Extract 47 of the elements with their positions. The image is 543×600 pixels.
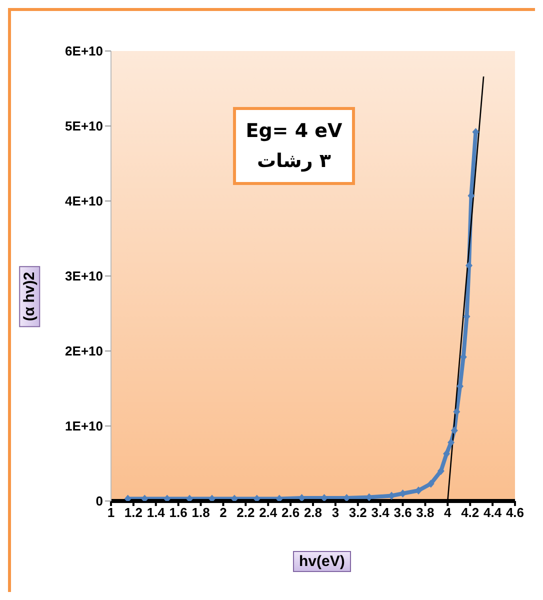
x-tick-label: 4.2 bbox=[461, 505, 480, 520]
x-tick-label: 4 bbox=[444, 505, 452, 520]
y-tick-label: 5E+10 bbox=[65, 118, 103, 134]
point bbox=[186, 494, 194, 501]
x-tick-label: 2.6 bbox=[282, 505, 300, 520]
y-tick-label: 2E+10 bbox=[65, 344, 103, 359]
annotation: Eg= 4 eV bbox=[244, 119, 344, 144]
point bbox=[298, 494, 306, 501]
y-tick-label: 4E+10 bbox=[65, 194, 103, 209]
point bbox=[448, 438, 455, 446]
x-axis-title: hv(eV) bbox=[293, 551, 351, 572]
y-tick-label: 1E+10 bbox=[65, 418, 103, 434]
point bbox=[437, 467, 444, 475]
x-tick-label: 4.4 bbox=[484, 505, 502, 520]
point bbox=[453, 408, 460, 416]
x-tick-label: 3 bbox=[332, 505, 340, 520]
x-tick-label: 1 bbox=[107, 505, 115, 520]
x-tick-label: 1.6 bbox=[169, 505, 188, 520]
point bbox=[253, 494, 260, 501]
y-tick-label: 0 bbox=[96, 494, 103, 509]
point bbox=[276, 494, 283, 501]
point bbox=[320, 494, 328, 501]
point bbox=[208, 494, 216, 501]
x-tick-label: 3.4 bbox=[371, 505, 390, 520]
annotation: ٣ رشات bbox=[256, 149, 332, 174]
x-tick-label: 3.6 bbox=[394, 505, 412, 520]
x-tick-label: 1.8 bbox=[192, 505, 210, 520]
x-tick-label: 2.4 bbox=[259, 505, 278, 520]
point bbox=[450, 426, 458, 434]
point bbox=[124, 494, 132, 501]
x-tick-label: 2 bbox=[220, 505, 227, 520]
point bbox=[141, 494, 148, 501]
y-axis-title: (α hv)2 bbox=[19, 266, 40, 328]
x-tick-label: 1.4 bbox=[146, 505, 166, 520]
y-tick-label: 3E+10 bbox=[65, 268, 103, 284]
point bbox=[343, 494, 350, 501]
x-tick-label: 4.6 bbox=[506, 505, 524, 520]
x-tick-label: 2.2 bbox=[236, 505, 255, 520]
x-tick-label: 1.2 bbox=[124, 505, 142, 520]
point bbox=[164, 494, 171, 501]
x-tick-label: 3.8 bbox=[416, 505, 434, 520]
y-tick-label: 6E+10 bbox=[65, 44, 103, 59]
point bbox=[230, 494, 238, 501]
x-tick-label: 3.2 bbox=[348, 505, 367, 520]
x-tick-label: 2.8 bbox=[304, 505, 322, 520]
point bbox=[427, 480, 434, 488]
point bbox=[465, 262, 472, 270]
